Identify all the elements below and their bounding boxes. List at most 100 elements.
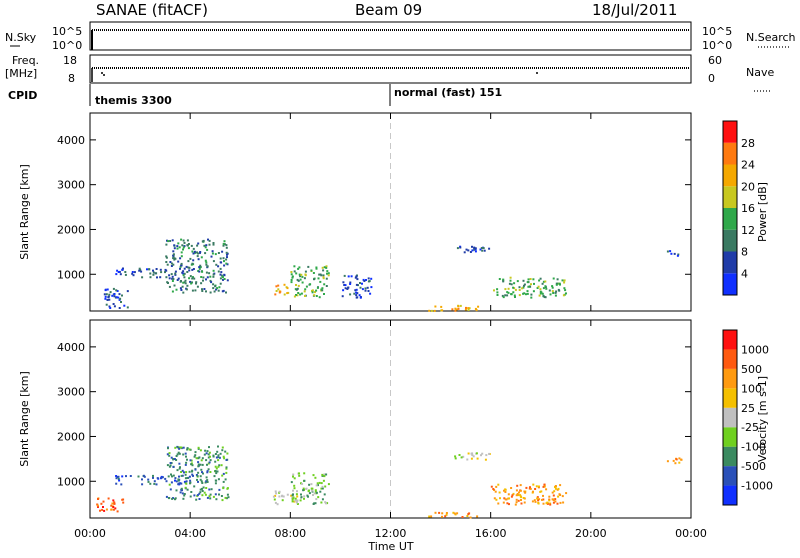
echo-cell [110,504,113,507]
echo-cell [552,494,555,497]
echo-cell [557,495,560,498]
echo-cell [565,292,567,295]
echo-cell [322,479,325,482]
echo-cell [204,246,207,249]
echo-cell [278,490,281,493]
echo-cell [173,247,176,250]
echo-cell [286,292,289,295]
echo-cell [530,283,532,286]
echo-cell [199,264,202,267]
echo-cell [104,295,107,298]
echo-cell [221,446,224,449]
echo-cell [180,264,183,267]
echo-cell [115,482,118,485]
echo-cell [218,456,221,459]
echo-cell [320,501,323,504]
echo-cell [546,502,549,505]
echo-cell [498,491,501,494]
echo-cell [315,295,318,297]
echo-cell [117,271,120,273]
echo-cell [366,286,369,289]
echo-cell [217,252,220,254]
echo-cell [113,502,116,505]
echo-cell [343,274,346,277]
echo-cell [523,490,526,493]
echo-cell [212,454,215,457]
echo-cell [305,285,308,288]
echo-cell [115,273,118,276]
echo-cell [219,267,222,270]
echo-cell [297,292,300,294]
x-tick-label: 00:00 [74,527,106,540]
echo-cell [301,482,304,485]
echo-cell [316,482,319,485]
colorbar-tick-label: -1000 [741,480,773,493]
echo-cell [545,488,548,491]
echo-cell [225,291,227,294]
echo-cell [221,474,224,477]
echo-cell [281,495,283,498]
echo-cell [149,276,152,279]
echo-cell [454,309,457,312]
echo-cell [197,447,200,450]
echo-cell [209,275,212,278]
echo-cell [480,247,483,249]
echo-cell [110,508,113,511]
echo-cell [180,262,183,265]
echo-cell [430,309,433,312]
echo-cell [315,289,318,292]
echo-cell [212,243,215,246]
echo-cell [199,475,202,478]
echo-cell [529,486,531,489]
velocity-echoes [96,445,683,519]
echo-cell [219,257,222,260]
echo-cell [669,250,672,253]
echo-cell [290,271,293,273]
echo-cell [171,475,173,478]
echo-cell [198,266,201,269]
colorbar-swatch [723,251,737,274]
echo-cell [312,474,315,477]
echo-cell [172,253,175,256]
echo-cell [214,285,217,288]
echo-cell [444,515,447,518]
x-tick-label: 04:00 [174,527,206,540]
echo-cell [192,276,194,279]
echo-cell [293,477,296,480]
echo-cell [297,284,300,287]
echo-cell [200,468,203,471]
echo-cell [199,491,202,494]
echo-cell [319,280,322,283]
echo-cell [205,261,208,264]
echo-cell [195,498,198,501]
echo-cell [185,461,188,464]
echo-cell [223,240,226,243]
echo-cell [221,499,224,502]
echo-cell [440,305,443,308]
echo-cell [178,446,181,449]
echo-cell [147,478,150,481]
echo-cell [217,454,220,457]
echo-cell [467,307,470,310]
echo-cell [122,267,124,270]
echo-cell [274,490,277,493]
echo-cell [549,502,552,505]
echo-cell [293,487,296,490]
echo-cell [220,271,223,274]
echo-cell [193,494,196,497]
echo-cell [180,289,183,291]
echo-cell [367,290,370,292]
echo-cell [155,483,158,486]
echo-cell [113,305,116,308]
power-panel: 1000 2000 3000 4000 Slant Range [km] [18,112,692,312]
echo-cell [168,454,171,457]
echo-cell [191,277,194,280]
echo-cell [192,259,195,262]
echo-cell [521,287,524,290]
echo-cell [273,498,276,501]
echo-cell [293,270,296,273]
echo-cell [120,301,122,303]
echo-cell [118,307,121,309]
echo-cell [281,499,284,502]
echo-cell [494,490,497,493]
